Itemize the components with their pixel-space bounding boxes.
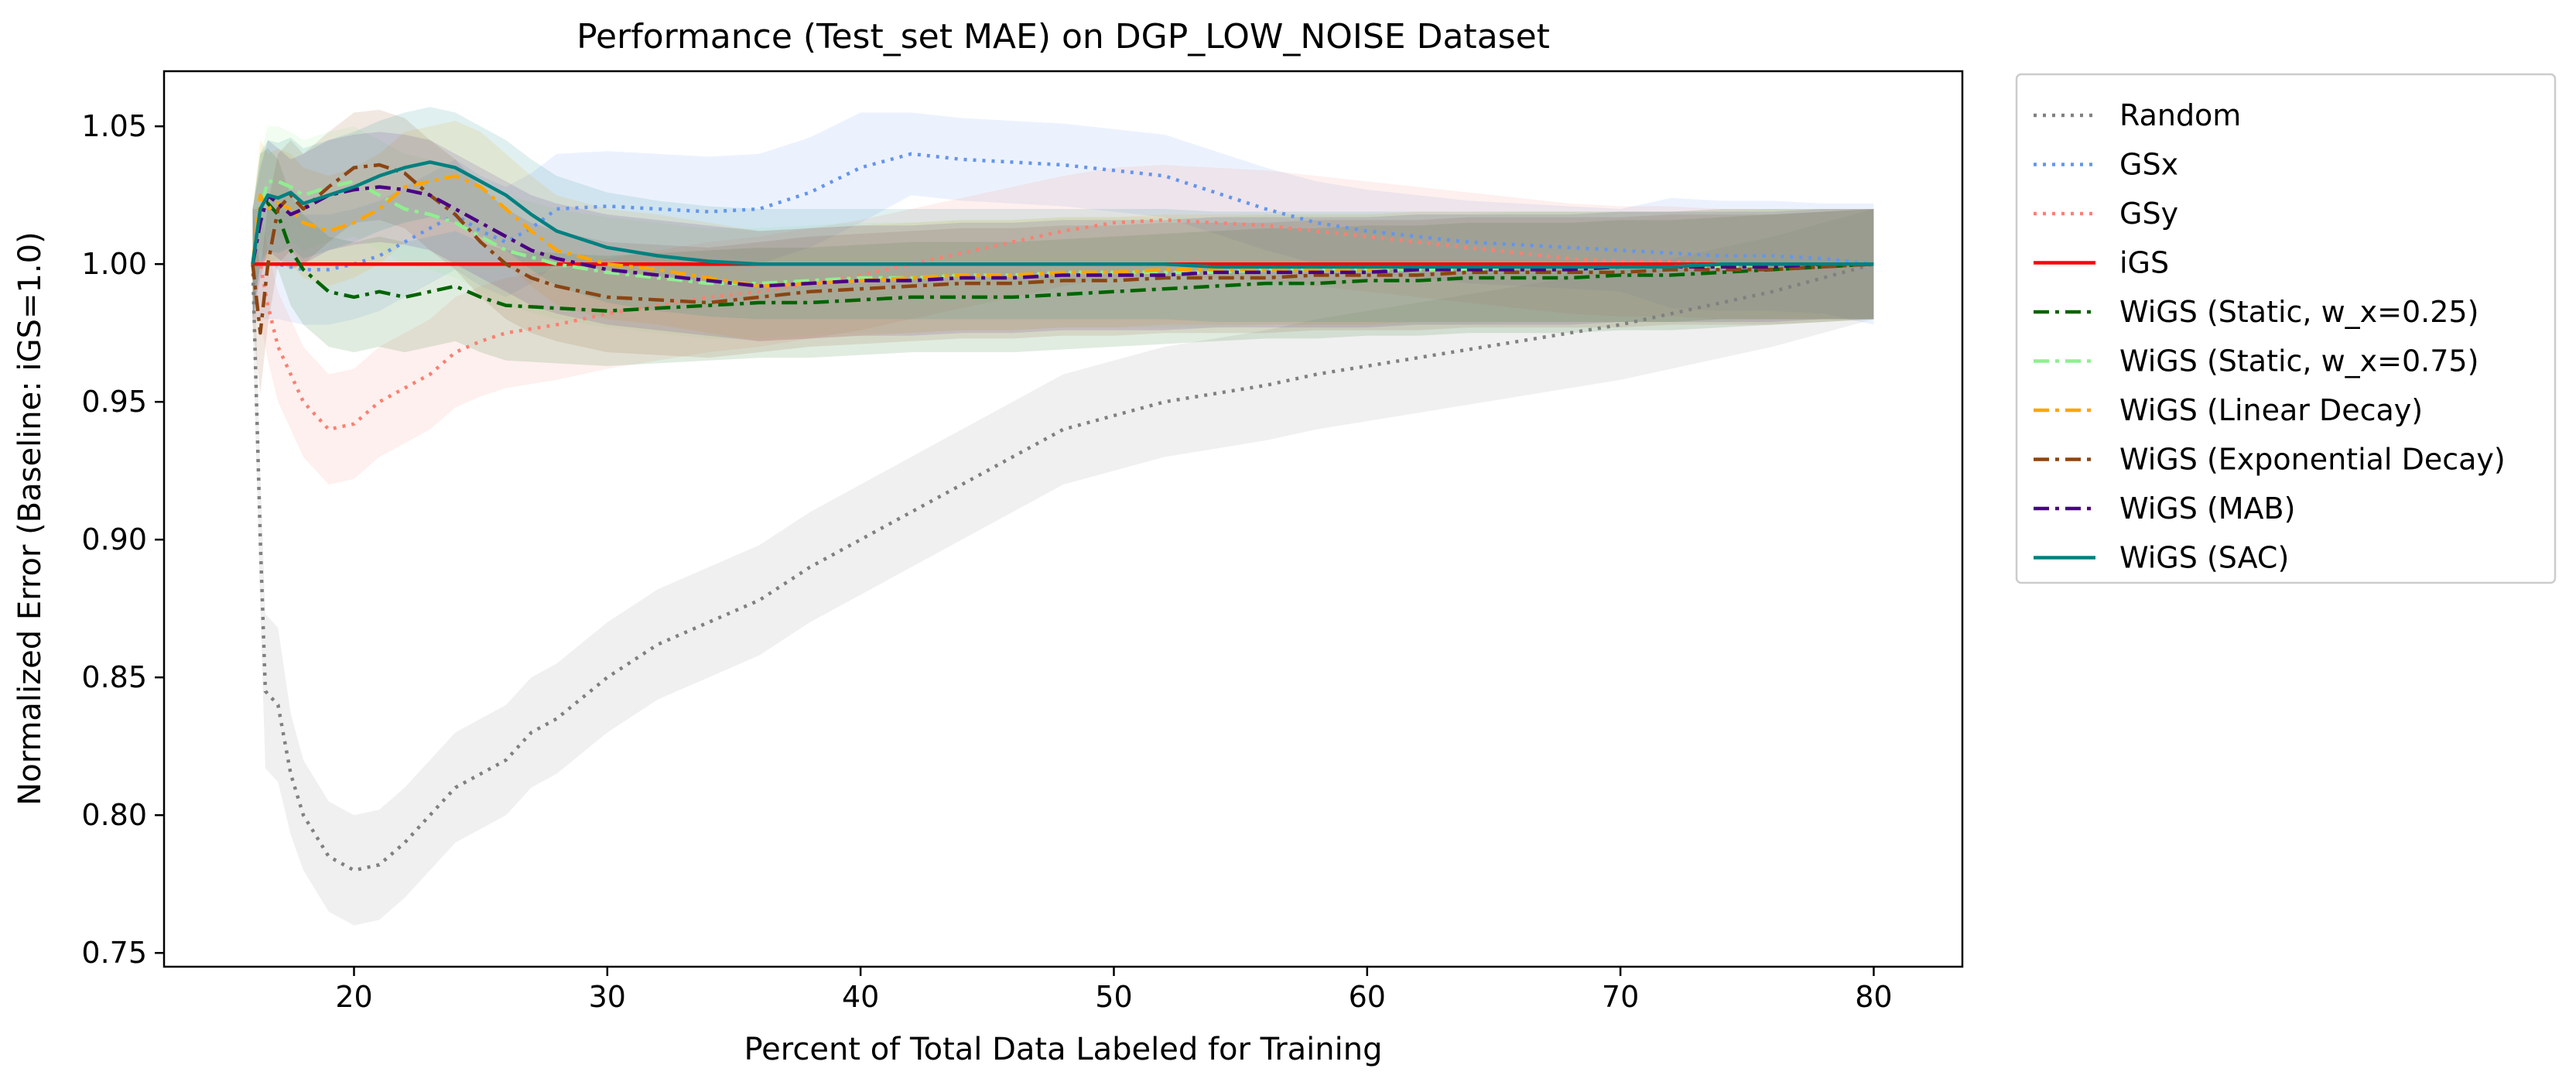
legend-label-random: Random (2119, 98, 2241, 132)
legend-label-wigs-exponential-decay: WiGS (Exponential Decay) (2119, 443, 2506, 477)
x-tick-label: 40 (842, 980, 879, 1014)
legend-frame (2015, 73, 2557, 584)
series-line-wigs-exponential-decay (251, 163, 1874, 335)
band-wigs-static-w-x-0-75 (252, 126, 1874, 339)
series-line-gsx (252, 152, 1874, 272)
plot-frame (162, 70, 1964, 968)
band-gsx (252, 112, 1874, 325)
y-axis-label: Normalized Error (Baseline: iGS=1.0) (12, 231, 48, 805)
legend-label-gsx: GSx (2119, 148, 2178, 182)
y-tick-label: 0.75 (81, 936, 147, 970)
y-tick-label: 1.00 (81, 247, 147, 281)
y-tick-label: 0.85 (81, 660, 147, 694)
series-line-wigs-static-w-x-0-25 (251, 201, 1874, 313)
legend: Random GSx GSy iGS WiGS (Static, w_x=0.25) Wi… (2015, 73, 2557, 584)
x-axis: 20 30 40 50 60 70 80 (335, 967, 1893, 1014)
legend-label-gsy: GSy (2119, 197, 2178, 231)
series-line-random (251, 262, 1875, 872)
x-tick-label: 20 (335, 980, 372, 1014)
series-lines (251, 152, 1875, 872)
band-random (252, 203, 1874, 926)
legend-label-wigs-sac: WiGS (SAC) (2119, 541, 2289, 575)
x-tick-label: 70 (1602, 980, 1639, 1014)
y-tick-label: 0.80 (81, 798, 147, 832)
band-wigs-exponential-decay (252, 109, 1874, 394)
band-gsy (252, 165, 1874, 485)
y-axis: 0.75 0.80 0.85 0.90 0.95 1.00 1.05 (81, 109, 164, 970)
y-tick-label: 1.05 (81, 109, 147, 143)
x-axis-label: Percent of Total Data Labeled for Traini… (744, 1032, 1382, 1067)
series-line-wigs-mab (251, 185, 1874, 288)
y-tick-label: 0.95 (81, 385, 147, 419)
x-tick-label: 80 (1855, 980, 1892, 1014)
x-tick-label: 50 (1095, 980, 1132, 1014)
series-line-wigs-sac (251, 160, 1874, 269)
x-tick-label: 30 (589, 980, 626, 1014)
band-wigs-static-w-x-0-25 (252, 148, 1874, 366)
band-wigs-mab (252, 132, 1874, 341)
series-line-gsy (252, 217, 1874, 432)
legend-label-wigs-static-w-x-0-25: WiGS (Static, w_x=0.25) (2119, 295, 2479, 329)
legend-label-igs: iGS (2119, 246, 2169, 280)
y-tick-label: 0.90 (81, 522, 147, 556)
legend-label-wigs-linear-decay: WiGS (Linear Decay) (2119, 393, 2423, 427)
legend-label-wigs-mab: WiGS (MAB) (2119, 491, 2295, 526)
band-wigs-linear-decay (252, 121, 1874, 341)
chart-title: Performance (Test_set MAE) on DGP_LOW_NO… (576, 17, 1550, 57)
x-tick-label: 60 (1349, 980, 1386, 1014)
legend-label-wigs-static-w-x-0-75: WiGS (Static, w_x=0.75) (2119, 344, 2479, 378)
